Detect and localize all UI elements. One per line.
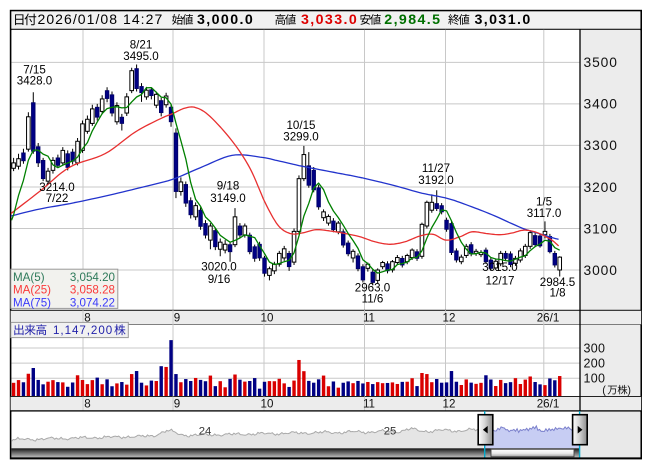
- svg-text:3500: 3500: [584, 55, 618, 70]
- svg-text:3,054.20: 3,054.20: [70, 271, 115, 284]
- svg-text:12: 12: [443, 312, 456, 325]
- svg-text:3300: 3300: [584, 138, 618, 153]
- svg-text:9: 9: [174, 312, 180, 325]
- svg-text:2984.5: 2984.5: [540, 276, 575, 289]
- svg-text:3428.0: 3428.0: [17, 75, 52, 88]
- svg-text:10: 10: [261, 312, 274, 325]
- svg-text:8: 8: [84, 397, 90, 410]
- svg-text:24: 24: [199, 426, 212, 438]
- svg-text:300: 300: [584, 341, 606, 355]
- svg-text:MA(75): MA(75): [13, 297, 51, 310]
- svg-text:3,058.28: 3,058.28: [70, 284, 115, 297]
- svg-text:25: 25: [384, 426, 397, 438]
- svg-text:11: 11: [363, 312, 375, 325]
- svg-text:3000: 3000: [584, 263, 618, 278]
- svg-text:11: 11: [363, 397, 375, 410]
- svg-text:MA(5): MA(5): [13, 271, 45, 284]
- svg-text:3214.0: 3214.0: [39, 181, 74, 194]
- svg-text:3299.0: 3299.0: [283, 131, 318, 144]
- svg-text:3,031.0: 3,031.0: [475, 12, 532, 28]
- svg-text:10: 10: [261, 397, 274, 410]
- svg-text:10/15: 10/15: [286, 119, 315, 132]
- svg-text:3400: 3400: [584, 97, 618, 112]
- svg-text:3,000.0: 3,000.0: [197, 12, 254, 28]
- svg-text:7/15: 7/15: [23, 63, 46, 76]
- svg-text:3,074.22: 3,074.22: [70, 297, 115, 310]
- svg-text:1,147,200: 1,147,200: [53, 324, 113, 337]
- svg-text:MA(25): MA(25): [13, 284, 51, 297]
- svg-text:8/21: 8/21: [130, 39, 153, 52]
- svg-text:3149.0: 3149.0: [210, 192, 245, 205]
- svg-text:3,033.0: 3,033.0: [301, 12, 358, 28]
- svg-text:100: 100: [584, 372, 606, 386]
- svg-text:1/5: 1/5: [536, 195, 552, 208]
- svg-text:8: 8: [84, 312, 90, 325]
- svg-text:3495.0: 3495.0: [123, 50, 158, 63]
- svg-text:2026/01/08 14:27: 2026/01/08 14:27: [38, 11, 164, 27]
- svg-text:3200: 3200: [584, 180, 618, 195]
- svg-text:(: (: [602, 384, 606, 396]
- svg-text:9/16: 9/16: [208, 273, 231, 286]
- svg-text:9: 9: [174, 397, 180, 410]
- svg-text:26/1: 26/1: [537, 312, 560, 325]
- svg-text:12/17: 12/17: [485, 275, 514, 288]
- svg-text:26/1: 26/1: [537, 397, 560, 410]
- svg-text:12: 12: [443, 397, 456, 410]
- svg-text:2,984.5: 2,984.5: [384, 12, 441, 28]
- svg-text:3020.0: 3020.0: [201, 260, 236, 273]
- svg-text:3015.0: 3015.0: [482, 261, 517, 274]
- svg-text:3100: 3100: [584, 221, 618, 236]
- svg-text:9/18: 9/18: [217, 179, 240, 192]
- svg-text:200: 200: [584, 357, 606, 371]
- svg-text:3117.0: 3117.0: [527, 207, 562, 220]
- svg-text:2963.0: 2963.0: [355, 281, 390, 294]
- svg-text:): ): [627, 384, 631, 396]
- svg-text:11/27: 11/27: [422, 162, 450, 175]
- svg-text:1/8: 1/8: [549, 286, 565, 299]
- svg-text:11/6: 11/6: [362, 293, 384, 306]
- svg-text:3192.0: 3192.0: [418, 174, 453, 187]
- svg-text:7/22: 7/22: [46, 192, 69, 205]
